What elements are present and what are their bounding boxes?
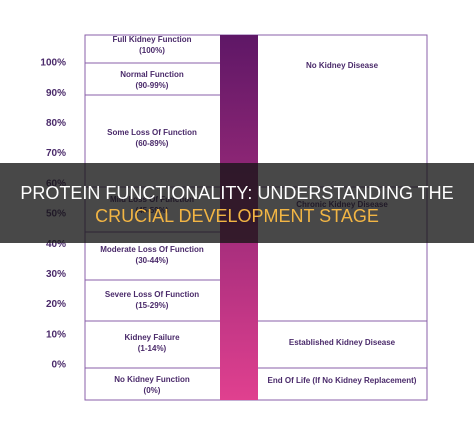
axis-label: 40% [46,239,66,250]
axis-label: 70% [46,148,66,159]
row-name: Moderate Loss Of Function [100,245,204,254]
axis-label: 0% [52,360,67,371]
row-range: (0%) [144,386,161,395]
stage-label: No Kidney Disease [306,61,379,70]
row-range: (1-14%) [138,344,167,353]
row-range: (60-89%) [136,139,169,148]
row-name: Some Loss Of Function [107,128,197,137]
axis-label: 100% [40,58,66,69]
stage-label: Established Kidney Disease [289,338,396,347]
row-name: Severe Loss Of Function [105,290,199,299]
row-range: (100%) [139,46,165,55]
axis-label: 20% [46,299,66,310]
banner-line2: CRUCIAL DEVELOPMENT STAGE [95,206,379,226]
banner [0,163,474,243]
axis-label: 80% [46,118,66,129]
banner-line1: PROTEIN FUNCTIONALITY: UNDERSTANDING THE [20,183,453,203]
row-range: (30-44%) [136,256,169,265]
row-name: No Kidney Function [114,375,190,384]
axis-label: 10% [46,329,66,340]
row-name: Kidney Failure [124,333,180,342]
row-range: (15-29%) [136,301,169,310]
row-range: (90-99%) [136,81,169,90]
left-lines [85,62,220,369]
stage-label: End Of Life (If No Kidney Replacement) [268,376,417,385]
row-name: Full Kidney Function [112,35,191,44]
axis-label: 30% [46,269,66,280]
row-name: Normal Function [120,70,184,79]
axis-label: 90% [46,88,66,99]
